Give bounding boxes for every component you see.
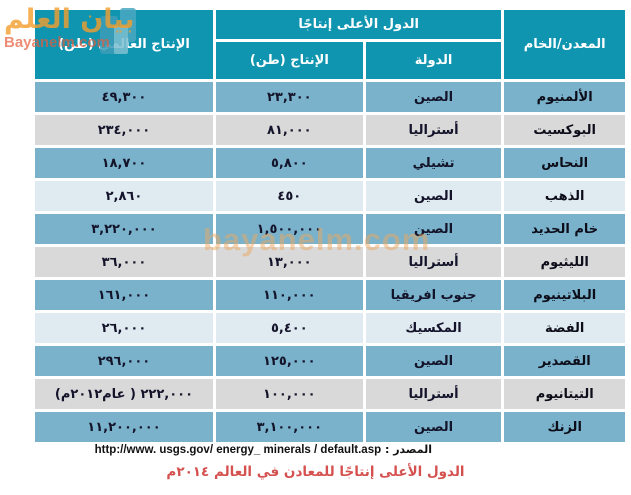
cell-world-production: ٣,٢٢٠,٠٠٠ (35, 214, 213, 244)
cell-mineral: الليثيوم (504, 247, 625, 277)
cell-country: الصين (365, 412, 502, 442)
cell-world-production: ٢,٨٦٠ (35, 181, 213, 211)
minerals-table: المعدن/الخام الدول الأعلى إنتاجًا الإنتا… (32, 7, 628, 445)
table-row: القصدير الصين ١٢٥,٠٠٠ ٢٩٦,٠٠٠ (35, 346, 625, 376)
source-url: http://www. usgs.gov/ energy_ minerals /… (94, 444, 382, 456)
cell-mineral: النحاس (504, 148, 625, 178)
cell-mineral: البوكسيت (504, 115, 625, 145)
cell-production: ١,٥٠٠,٠٠٠ (215, 214, 363, 244)
cell-world-production: ٣٦,٠٠٠ (35, 247, 213, 277)
cell-mineral: التيتانيوم (504, 379, 625, 409)
cell-country: تشيلي (365, 148, 502, 178)
cell-production: ٤٥٠ (215, 181, 363, 211)
source-label: المصدر : (384, 443, 432, 456)
source-line: المصدر : http://www. usgs.gov/ energy_ m… (95, 443, 432, 456)
cell-world-production: ٢٦,٠٠٠ (35, 313, 213, 343)
table-row: الذهب الصين ٤٥٠ ٢,٨٦٠ (35, 181, 625, 211)
table-row: الألمنيوم الصين ٢٣,٣٠٠ ٤٩,٣٠٠ (35, 82, 625, 112)
cell-production: ٣,١٠٠,٠٠٠ (215, 412, 363, 442)
cell-mineral: القصدير (504, 346, 625, 376)
table-row: خام الحديد الصين ١,٥٠٠,٠٠٠ ٣,٢٢٠,٠٠٠ (35, 214, 625, 244)
cell-production: ٥,٤٠٠ (215, 313, 363, 343)
header-country: الدولة (365, 42, 502, 79)
cell-world-production: ١١,٢٠٠,٠٠٠ (35, 412, 213, 442)
cell-production: ٢٣,٣٠٠ (215, 82, 363, 112)
cell-country: جنوب افريقيا (365, 280, 502, 310)
table-row: الليثيوم أستراليا ١٣,٠٠٠ ٣٦,٠٠٠ (35, 247, 625, 277)
cell-country: المكسيك (365, 313, 502, 343)
table-row: الزنك الصين ٣,١٠٠,٠٠٠ ١١,٢٠٠,٠٠٠ (35, 412, 625, 442)
cell-country: الصين (365, 82, 502, 112)
table-row: الفضة المكسيك ٥,٤٠٠ ٢٦,٠٠٠ (35, 313, 625, 343)
cell-mineral: البلاتينيوم (504, 280, 625, 310)
cell-mineral: الزنك (504, 412, 625, 442)
table-row: التيتانيوم أستراليا ١٠٠,٠٠٠ ٢٢٢,٠٠٠ ( عا… (35, 379, 625, 409)
table-caption: الدول الأعلى إنتاجًا للمعادن في العالم ٢… (166, 464, 465, 480)
cell-production: ١٣,٠٠٠ (215, 247, 363, 277)
cell-mineral: الألمنيوم (504, 82, 625, 112)
table-row: البلاتينيوم جنوب افريقيا ١١٠,٠٠٠ ١٦١,٠٠٠ (35, 280, 625, 310)
cell-country: الصين (365, 346, 502, 376)
building-icon (100, 8, 136, 54)
cell-production: ٥,٨٠٠ (215, 148, 363, 178)
cell-world-production: ١٨,٧٠٠ (35, 148, 213, 178)
cell-world-production: ٢٩٦,٠٠٠ (35, 346, 213, 376)
cell-country: الصين (365, 214, 502, 244)
cell-country: أستراليا (365, 247, 502, 277)
cell-production: ٨١,٠٠٠ (215, 115, 363, 145)
header-production: الإنتاج (طن) (215, 42, 363, 79)
cell-country: أستراليا (365, 115, 502, 145)
cell-world-production: ١٦١,٠٠٠ (35, 280, 213, 310)
cell-world-production: ٢٢٢,٠٠٠ ( عام٢٠١٢م) (35, 379, 213, 409)
cell-production: ١٠٠,٠٠٠ (215, 379, 363, 409)
cell-country: أستراليا (365, 379, 502, 409)
cell-world-production: ٤٩,٣٠٠ (35, 82, 213, 112)
header-mineral: المعدن/الخام (504, 10, 625, 79)
cell-production: ١١٠,٠٠٠ (215, 280, 363, 310)
table-row: البوكسيت أستراليا ٨١,٠٠٠ ٢٣٤,٠٠٠ (35, 115, 625, 145)
cell-country: الصين (365, 181, 502, 211)
cell-production: ١٢٥,٠٠٠ (215, 346, 363, 376)
table-row: النحاس تشيلي ٥,٨٠٠ ١٨,٧٠٠ (35, 148, 625, 178)
header-top-producers: الدول الأعلى إنتاجًا (215, 10, 502, 39)
cell-mineral: خام الحديد (504, 214, 625, 244)
cell-world-production: ٢٣٤,٠٠٠ (35, 115, 213, 145)
cell-mineral: الفضة (504, 313, 625, 343)
cell-mineral: الذهب (504, 181, 625, 211)
